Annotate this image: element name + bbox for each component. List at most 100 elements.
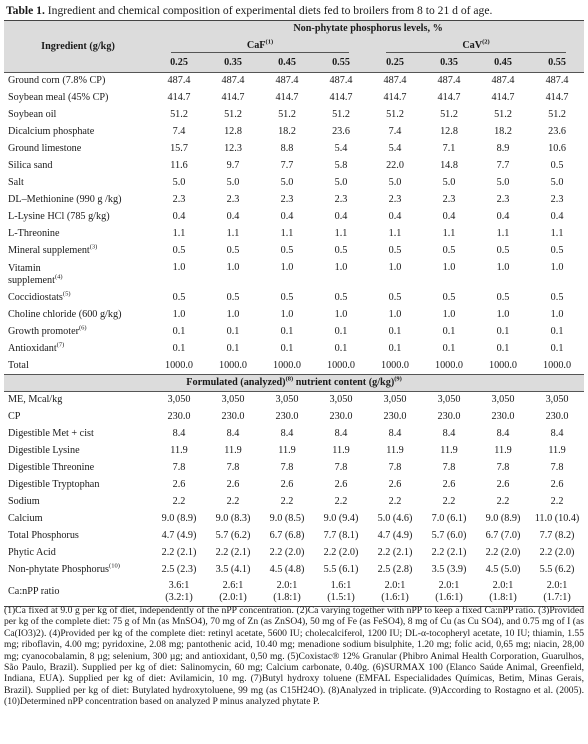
nutrient-header-text2: nutrient content (g/kg) [293,377,395,388]
ingredient-label: L-Lysine HCl (785 g/kg) [8,211,110,222]
ratio-value-cell: 1.6:1 (1.5:1) [314,578,368,607]
ingredient-label-cell: Coccidiostats(5) [4,290,152,307]
ingredient-value-cell: 8.9 [496,143,510,154]
ingredient-value-cell: 8.8 [280,143,294,154]
nutrient-label-cell: Calcium [4,511,152,528]
level-header-cell: 0.35 [206,54,260,73]
nutrient-value-cell: 8.4 [496,428,510,439]
nutrient-value-cell: 230.0 [167,411,191,422]
ingredient-label-cell: Mineral supplement(3) [4,243,152,260]
nutrient-label: Digestible Threonine [8,462,95,473]
nutrient-value-cell: 4.5 (5.0) [485,564,521,575]
ingredient-value-cell: 1.0 [442,309,456,320]
nutrient-value-cell: 2.6 [442,479,456,490]
ingredient-value-cell: 1000.0 [488,359,517,371]
table-page: Table 1. Ingredient and chemical composi… [4,3,585,607]
ingredient-value-cell: 1000.0 [380,359,409,371]
ingredient-value-cell: 0.5 [442,292,456,303]
nutrient-value-cell: 8.4 [172,428,186,439]
nutrient-header: Formulated (analyzed)(8) nutrient conten… [4,374,585,392]
ingredient-label-cell: Dicalcium phosphate [4,124,152,141]
ingredient-value-cell: 51.2 [170,109,188,120]
ingredient-value-cell: 1.0 [550,261,564,273]
table-label: Table 1. [6,4,45,17]
ingredient-value-cell: 23.6 [548,126,566,137]
nutrient-label: Total Phosphorus [8,530,79,541]
ingredient-row: L-Threonine 1.1 1.1 1.1 1.1 1.1 1.1 1.1 1.1 [4,226,584,243]
nutrient-value-cell: 3,050 [314,391,368,409]
nutrient-value-cell: 5.7 (6.2) [215,530,251,541]
ingredient-value-cell: 487.4 [368,72,422,90]
ratio-row: Ca:nPP ratio 3.6:1 (3.2:1) 2.6:1 (2.0:1) 2.0:… [4,578,585,607]
ingredient-value-cell: 0.5 [226,292,240,303]
level-header-cell: 0.45 [260,54,314,73]
ingredient-label: Choline chloride (600 g/kg) [8,309,122,320]
ingredient-label-cell: L-Lysine HCl (785 g/kg) [4,209,152,226]
ratio-formulated: 2.0:1 [384,580,406,592]
ingredient-value-cell: 0.4 [334,211,348,222]
ingredient-label-cell: Choline chloride (600 g/kg) [4,307,152,324]
ingredient-label-cell: L-Threonine [4,226,152,243]
nutrient-value-cell: 2.5 (2.3) [161,564,197,575]
nutrient-value-cell: 5.5 (6.1) [323,564,359,575]
nutrient-value-cell: 6.7 (7.0) [485,530,521,541]
ingredient-value-cell: 2.3 [334,194,348,205]
nutrient-value-cell: 3,050 [260,391,314,409]
nutrient-value-cell: 5.5 (6.2) [539,564,575,575]
ingredient-value-cell: 12.3 [224,143,242,154]
nutrient-value-cell: 11.9 [440,445,458,456]
ingredient-value-cell: 1.0 [496,261,510,273]
nutrient-value-cell: 230.0 [383,411,407,422]
ratio-formulated: 1.6:1 [330,580,352,592]
ingredient-value-cell: 2.3 [442,194,456,205]
ingredient-value-cell: 5.0 [442,177,456,188]
nutrient-value-cell: 6.7 (6.8) [269,530,305,541]
nutrient-value-cell: 9.0 (8.5) [269,513,305,524]
ingredient-value-cell: 1.0 [388,261,402,273]
ratio-analyzed: (1.8:1) [273,592,301,604]
ingredient-value-cell: 2.3 [280,194,294,205]
ratio-formulated: 2.0:1 [438,580,460,592]
nutrient-label-cell: Non-phytate Phosphorus(10) [4,562,152,579]
nutrient-row: CP 230.0 230.0 230.0 230.0 230.0 230.0 230.0 230… [4,409,584,426]
ratio-analyzed: (1.5:1) [327,592,355,604]
ingredient-value-cell: 9.7 [226,160,240,171]
nutrient-value-cell: 230.0 [329,411,353,422]
ingredient-value-cell: 1.1 [388,228,402,239]
ratio-analyzed: (1.7:1) [543,592,571,604]
nutrient-value-cell: 3,050 [476,391,530,409]
nutrient-value-cell: 11.9 [332,445,350,456]
level-header-cell: 0.55 [314,54,368,73]
ingredient-label: Ground limestone [8,143,82,154]
ingredient-value-cell: 0.1 [172,326,186,337]
group-caf-sup: (1) [265,38,274,46]
ratio-formulated: 2.6:1 [222,580,244,592]
ingredient-value-cell: 14.8 [440,160,458,171]
nutrient-value-cell: 2.2 (2.1) [377,547,413,558]
ingredient-value-cell: 487.4 [314,72,368,90]
nutrient-value-cell: 2.2 (2.1) [215,547,251,558]
ingredient-value-cell: 1.0 [172,261,186,273]
ingredient-value-cell: 2.3 [388,194,402,205]
ingredient-row: Antioxidant(7) 0.1 0.1 0.1 0.1 0.1 0.1 0.1 0.1 [4,341,584,358]
ratio-formulated: 3.6:1 [168,580,190,592]
nutrient-label: Non-phytate Phosphorus [8,564,110,575]
ingredient-value-cell: 487.4 [476,72,530,90]
nutrient-value-cell: 2.6 [172,479,186,490]
ingredient-value-cell: 0.5 [172,245,186,256]
nutrient-label: Phytic Acid [8,547,56,558]
nutrient-row: Sodium 2.2 2.2 2.2 2.2 2.2 2.2 2.2 2.2 [4,494,584,511]
ratio-value-cell: 3.6:1 (3.2:1) [152,578,206,607]
ingredient-label-cell: Soybean meal (45% CP) [4,90,152,107]
ingredient-label-cell: Growth promoter(6) [4,324,152,341]
ingredient-label-cell: Salt [4,175,152,192]
nutrient-value-cell: 8.4 [334,428,348,439]
ratio-body: Ca:nPP ratio 3.6:1 (3.2:1) 2.6:1 (2.0:1) 2.0:… [4,578,585,607]
nutrient-footnote-ref: (10) [109,562,120,570]
ingredient-value-cell: 18.2 [278,126,296,137]
ingredient-value-cell: 7.4 [388,126,402,137]
ratio-value-cell: 2.0:1 (1.6:1) [368,578,422,607]
nutrient-value-cell: 8.4 [550,428,564,439]
nutrient-value-cell: 230.0 [275,411,299,422]
ingredient-value-cell: 0.4 [172,211,186,222]
